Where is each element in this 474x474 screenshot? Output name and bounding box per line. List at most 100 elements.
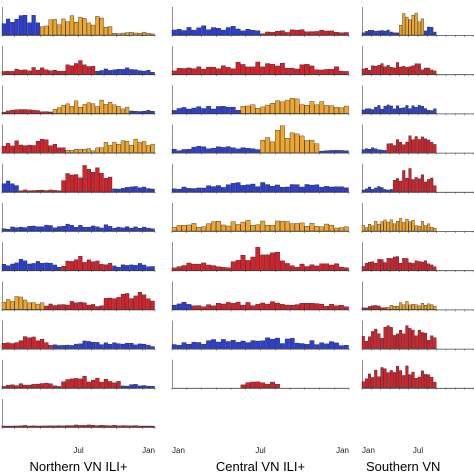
- bar: [44, 382, 49, 388]
- bar: [1, 264, 6, 271]
- bar: [250, 381, 256, 388]
- bar: [411, 371, 415, 388]
- bar: [61, 180, 66, 192]
- bar: [284, 32, 290, 36]
- bar: [299, 303, 305, 310]
- bar: [181, 68, 187, 75]
- bar: [191, 68, 197, 75]
- bar: [108, 70, 113, 75]
- bar: [61, 425, 66, 428]
- bar: [240, 255, 246, 271]
- bar: [299, 104, 305, 114]
- bar: [103, 342, 108, 349]
- bar: [74, 100, 79, 114]
- bar: [424, 67, 428, 75]
- bar: [414, 12, 418, 36]
- bar: [137, 343, 142, 349]
- bar: [225, 267, 231, 271]
- bar: [146, 188, 151, 192]
- bar: [324, 223, 330, 232]
- bar: [275, 65, 280, 75]
- bar: [31, 15, 36, 36]
- bar: [216, 28, 221, 36]
- bar: [108, 262, 113, 271]
- bar: [380, 30, 384, 36]
- bar: [52, 264, 57, 271]
- bar: [112, 265, 117, 271]
- bar: [125, 265, 130, 271]
- bar: [392, 67, 396, 75]
- bar: [417, 376, 421, 388]
- bar: [427, 139, 431, 153]
- bar: [230, 183, 236, 192]
- bar: [250, 256, 256, 271]
- bar: [255, 61, 261, 75]
- bar: [240, 147, 246, 153]
- bar: [245, 302, 251, 310]
- bar: [343, 267, 349, 271]
- bar: [103, 104, 108, 114]
- bar: [265, 224, 271, 232]
- bar: [386, 306, 390, 310]
- bar: [78, 60, 83, 75]
- bar: [368, 108, 372, 114]
- bar: [216, 266, 221, 271]
- bar: [338, 305, 344, 310]
- bar: [35, 261, 40, 271]
- bar: [250, 305, 256, 310]
- bar: [364, 341, 368, 349]
- bar: [396, 366, 400, 388]
- bar: [371, 65, 375, 75]
- bar: [424, 181, 428, 192]
- bar: [399, 25, 403, 36]
- bar: [146, 425, 151, 428]
- bar: [57, 425, 62, 428]
- bar: [52, 190, 57, 192]
- bar: [74, 424, 79, 428]
- bar: [408, 328, 412, 349]
- bar: [364, 378, 368, 388]
- bar: [299, 64, 305, 75]
- panel: [361, 281, 474, 312]
- bar: [18, 69, 23, 75]
- bar: [120, 293, 125, 310]
- bar: [181, 30, 187, 36]
- panel: [1, 320, 156, 351]
- bar: [424, 260, 428, 271]
- bar: [324, 69, 330, 75]
- bar: [380, 367, 384, 388]
- bar: [368, 262, 372, 271]
- bar: [245, 260, 251, 271]
- bar: [420, 303, 424, 310]
- bar: [69, 425, 74, 428]
- bar: [48, 145, 53, 153]
- bar: [35, 141, 40, 153]
- bar: [408, 66, 412, 75]
- bar: [10, 22, 15, 36]
- bar: [18, 15, 23, 36]
- bar: [52, 385, 57, 388]
- bar: [309, 101, 315, 114]
- bar: [386, 29, 390, 36]
- bar: [284, 99, 290, 114]
- bar: [396, 221, 400, 232]
- bar: [220, 29, 226, 36]
- bar: [171, 344, 177, 349]
- bar: [414, 260, 418, 271]
- bar: [270, 103, 275, 114]
- bar: [377, 149, 381, 153]
- bar: [265, 184, 271, 192]
- bar: [216, 303, 221, 310]
- bar: [392, 306, 396, 310]
- bar: [95, 106, 100, 114]
- bar: [371, 109, 375, 114]
- bar: [1, 183, 6, 192]
- bar: [399, 263, 403, 271]
- bar: [389, 105, 393, 114]
- bar: [48, 262, 53, 271]
- bar: [31, 384, 36, 388]
- bar: [99, 147, 104, 153]
- bar: [255, 149, 261, 153]
- bar: [364, 31, 368, 36]
- panel: [1, 359, 156, 390]
